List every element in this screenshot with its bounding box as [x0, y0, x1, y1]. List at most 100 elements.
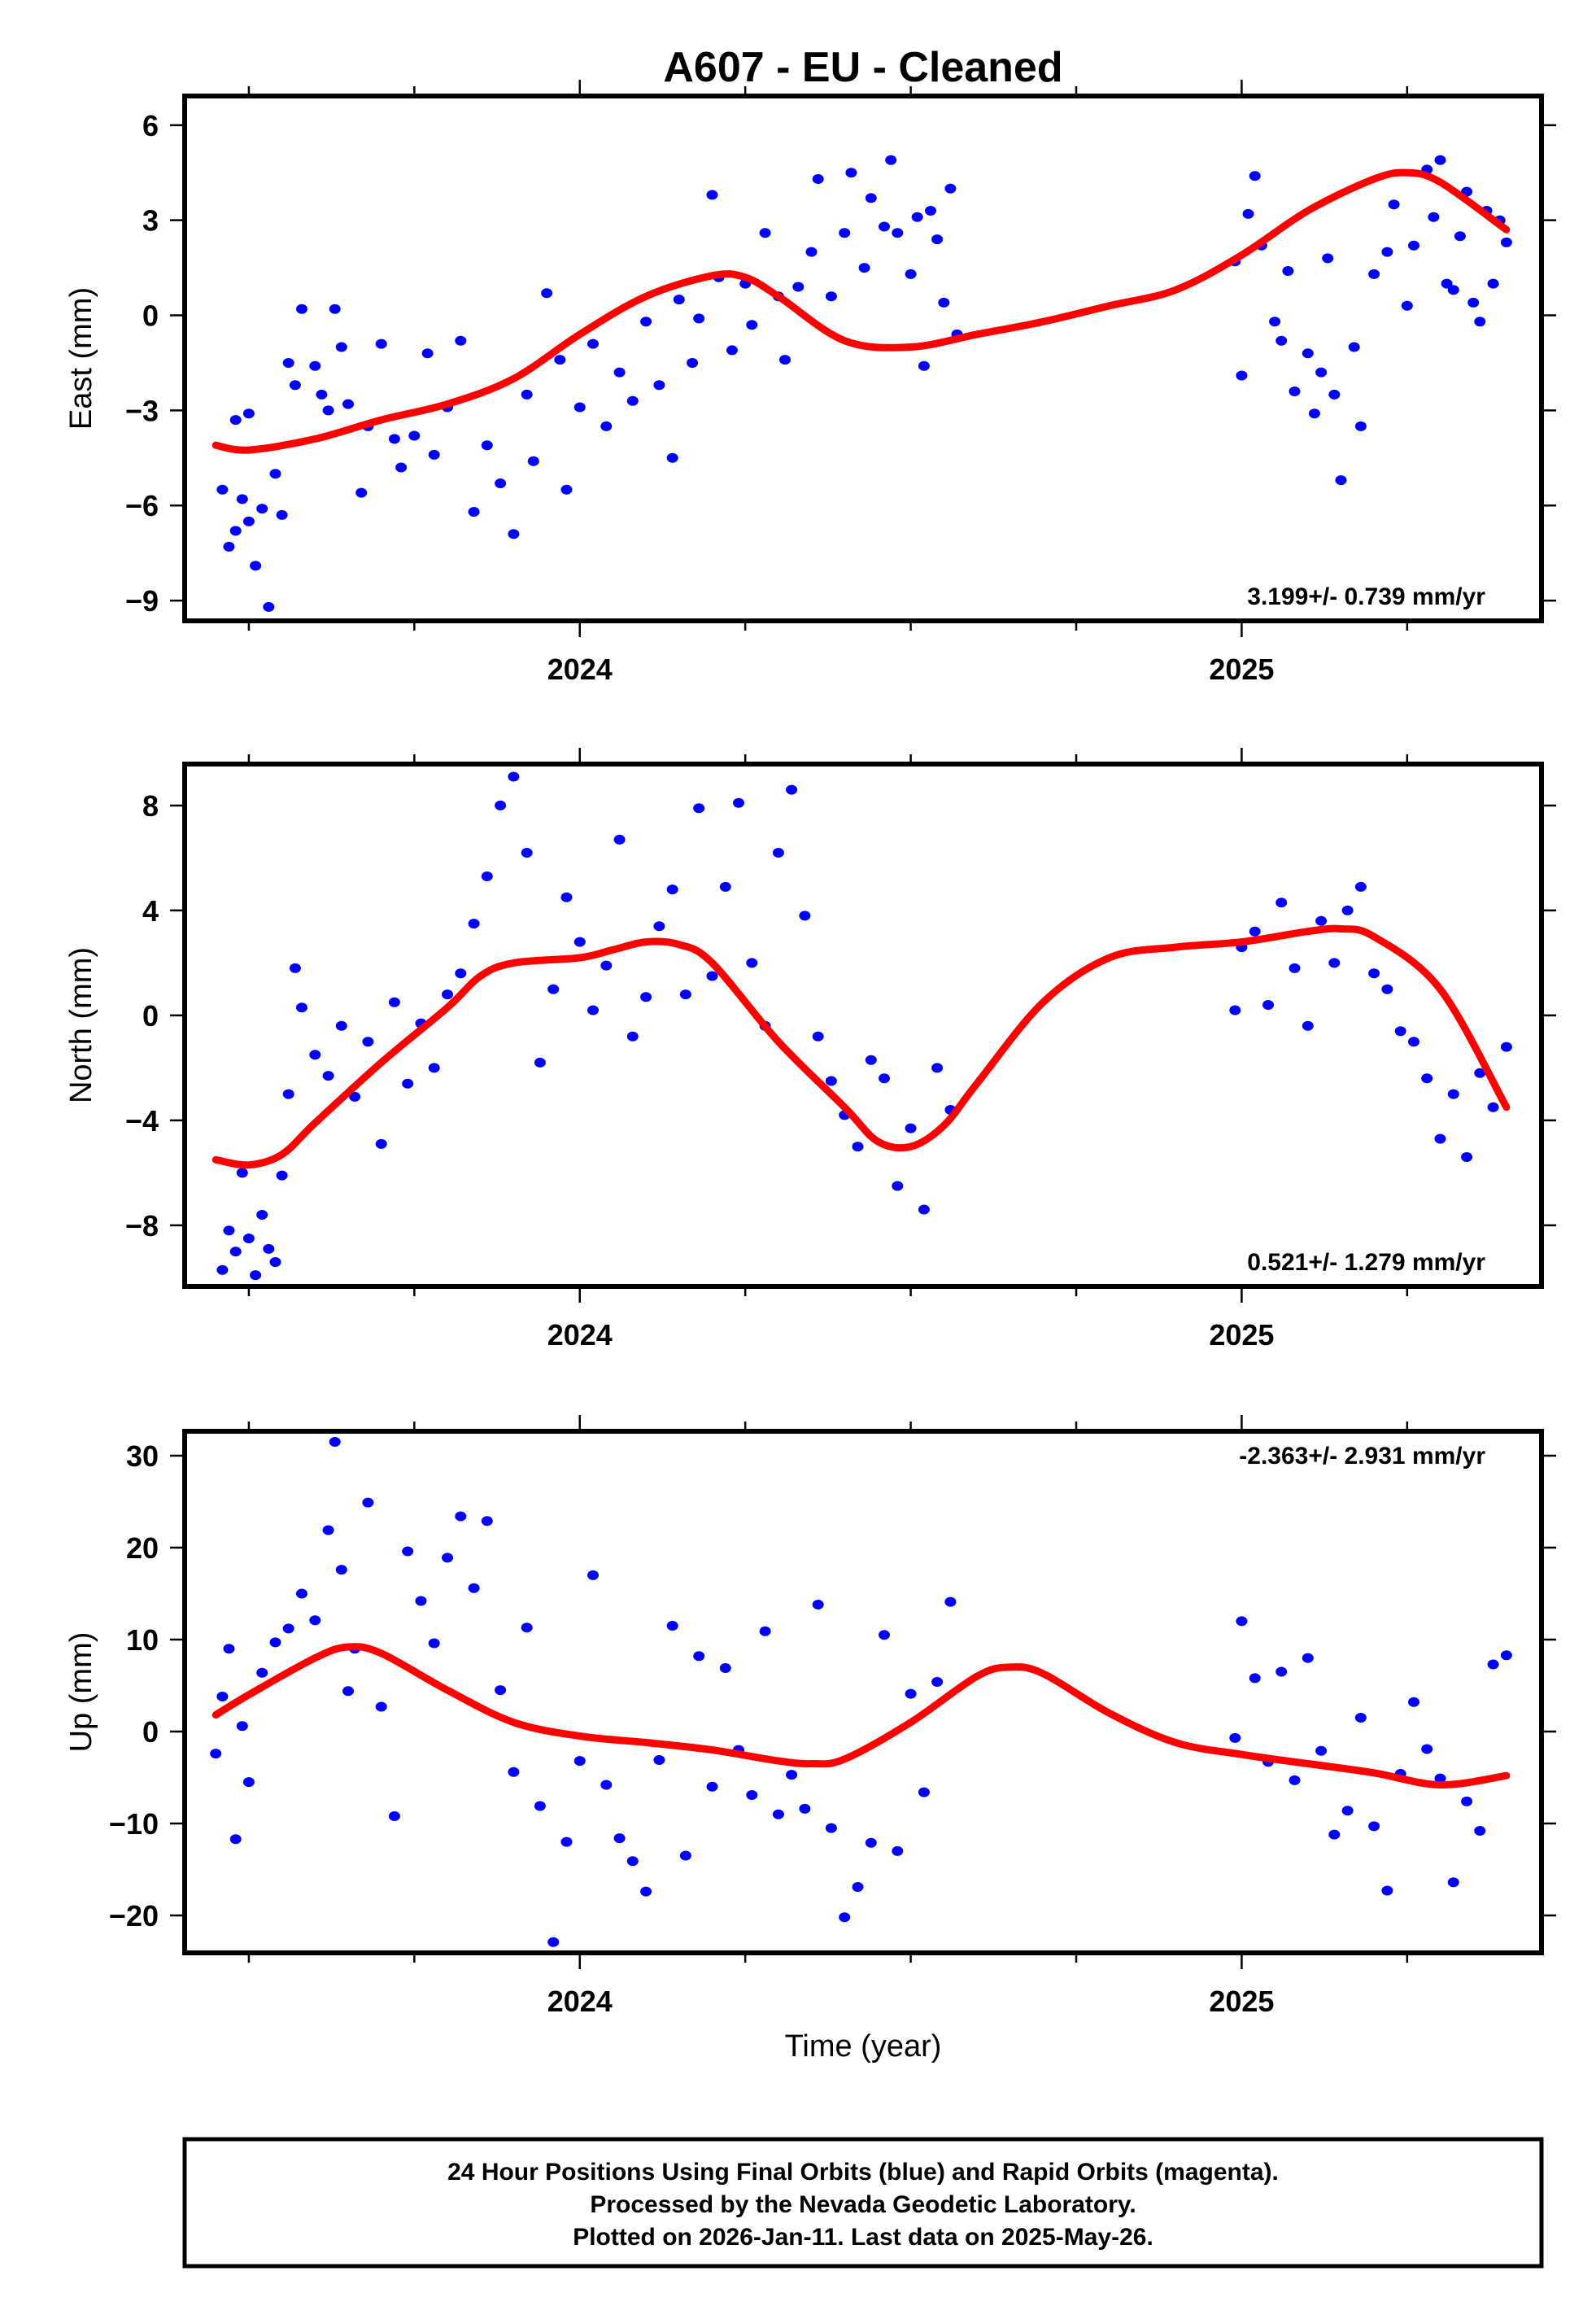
- up-data-point: [825, 1823, 837, 1833]
- north-data-point: [1249, 926, 1261, 937]
- north-xtick-label: 2024: [547, 1318, 613, 1352]
- up-data-point: [1328, 1829, 1341, 1840]
- x-axis-label: Time (year): [785, 2029, 942, 2064]
- east-data-point: [554, 355, 566, 365]
- east-data-point: [395, 462, 408, 473]
- north-data-point: [653, 921, 665, 932]
- north-data-point: [1262, 1000, 1274, 1010]
- east-data-point: [693, 313, 705, 324]
- east-data-point: [276, 509, 288, 520]
- north-data-point: [1302, 1020, 1314, 1031]
- north-data-point: [289, 963, 301, 973]
- north-ytick-label: 0: [142, 999, 159, 1033]
- east-data-point: [428, 449, 440, 460]
- north-data-point: [905, 1123, 917, 1133]
- north-data-point: [679, 989, 691, 1000]
- east-data-point: [1308, 408, 1320, 419]
- east-data-point: [455, 335, 467, 346]
- up-data-point: [210, 1749, 222, 1759]
- up-data-point: [626, 1856, 639, 1867]
- east-data-point: [1447, 285, 1459, 295]
- east-data-point: [1441, 278, 1453, 289]
- east-ytick-label: −9: [125, 584, 159, 618]
- east-data-point: [1408, 240, 1419, 251]
- up-points: [210, 1437, 1512, 1947]
- up-ytick-label: 20: [126, 1531, 159, 1565]
- north-ytick-label: −8: [125, 1209, 159, 1243]
- north-data-point: [733, 797, 744, 808]
- up-data-point: [282, 1623, 294, 1634]
- up-data-point: [242, 1777, 255, 1788]
- up-data-point: [812, 1600, 824, 1609]
- north-data-point: [600, 960, 613, 971]
- east-data-point: [408, 430, 421, 441]
- east-data-point: [375, 338, 387, 349]
- east-xtick-label: 2024: [547, 653, 613, 686]
- north-frame: [182, 762, 1544, 1289]
- up-data-point: [442, 1553, 453, 1563]
- north-data-point: [216, 1264, 229, 1275]
- north-data-point: [282, 1089, 294, 1099]
- east-data-point: [1454, 231, 1466, 242]
- north-data-point: [1447, 1089, 1459, 1099]
- north-data-point: [1341, 905, 1354, 915]
- north-data-point: [236, 1168, 248, 1178]
- north-ytick-label: 4: [142, 894, 159, 928]
- east-data-point: [706, 190, 718, 200]
- up-data-point: [613, 1833, 626, 1844]
- up-data-point: [1381, 1885, 1393, 1896]
- east-data-point: [918, 360, 930, 371]
- footer-frame: [182, 2137, 1544, 2269]
- east-data-point: [1302, 348, 1314, 359]
- north-data-point: [825, 1076, 837, 1086]
- north-ylabel: North (mm): [64, 947, 98, 1103]
- east-data-point: [687, 358, 699, 368]
- north-data-point: [892, 1181, 904, 1191]
- east-trend-line: [211, 168, 1511, 454]
- north-data-point: [256, 1210, 268, 1220]
- up-data-point: [905, 1688, 917, 1699]
- up-data-point: [223, 1644, 235, 1654]
- east-data-point: [316, 389, 328, 400]
- east-data-point: [256, 504, 268, 514]
- up-data-point: [693, 1651, 705, 1662]
- east-data-point: [1236, 370, 1248, 381]
- east-data-point: [1335, 475, 1347, 486]
- up-data-point: [362, 1497, 374, 1508]
- north-data-point: [852, 1142, 864, 1152]
- up-data-point: [547, 1937, 560, 1947]
- east-data-point: [541, 288, 553, 299]
- footer-box: 24 Hour Positions Using Final Orbits (bl…: [182, 2137, 1544, 2269]
- up-data-point: [229, 1834, 242, 1845]
- east-ytick-label: −6: [125, 489, 159, 522]
- east-data-point: [289, 380, 301, 391]
- east-data-point: [495, 478, 507, 488]
- north-data-point: [1461, 1152, 1473, 1162]
- up-ytick-label: 10: [126, 1623, 159, 1657]
- east-ylabel: East (mm): [64, 287, 98, 430]
- east-data-point: [805, 247, 818, 257]
- north-ytick-label: −4: [125, 1104, 159, 1138]
- east-data-point: [938, 297, 950, 308]
- north-data-point: [865, 1055, 877, 1065]
- east-data-point: [250, 561, 262, 571]
- east-data-point: [600, 421, 613, 431]
- up-data-point: [600, 1780, 613, 1790]
- east-data-point: [1275, 335, 1288, 346]
- north-data-point: [706, 971, 718, 981]
- up-data-point: [1447, 1877, 1459, 1888]
- north-data-point: [296, 1002, 307, 1013]
- up-data-point: [481, 1516, 493, 1526]
- east-data-point: [223, 541, 235, 552]
- up-data-point: [918, 1787, 930, 1797]
- east-data-point: [229, 415, 242, 426]
- east-data-point: [1487, 278, 1499, 289]
- up-trend-line: [211, 1643, 1511, 1789]
- up-rate-label: -2.363+/- 2.931 mm/yr: [1239, 1443, 1485, 1470]
- north-data-point: [1229, 1005, 1241, 1015]
- east-data-point: [573, 402, 586, 413]
- up-data-point: [296, 1588, 307, 1599]
- east-data-point: [269, 469, 281, 479]
- east-data-point: [322, 405, 334, 416]
